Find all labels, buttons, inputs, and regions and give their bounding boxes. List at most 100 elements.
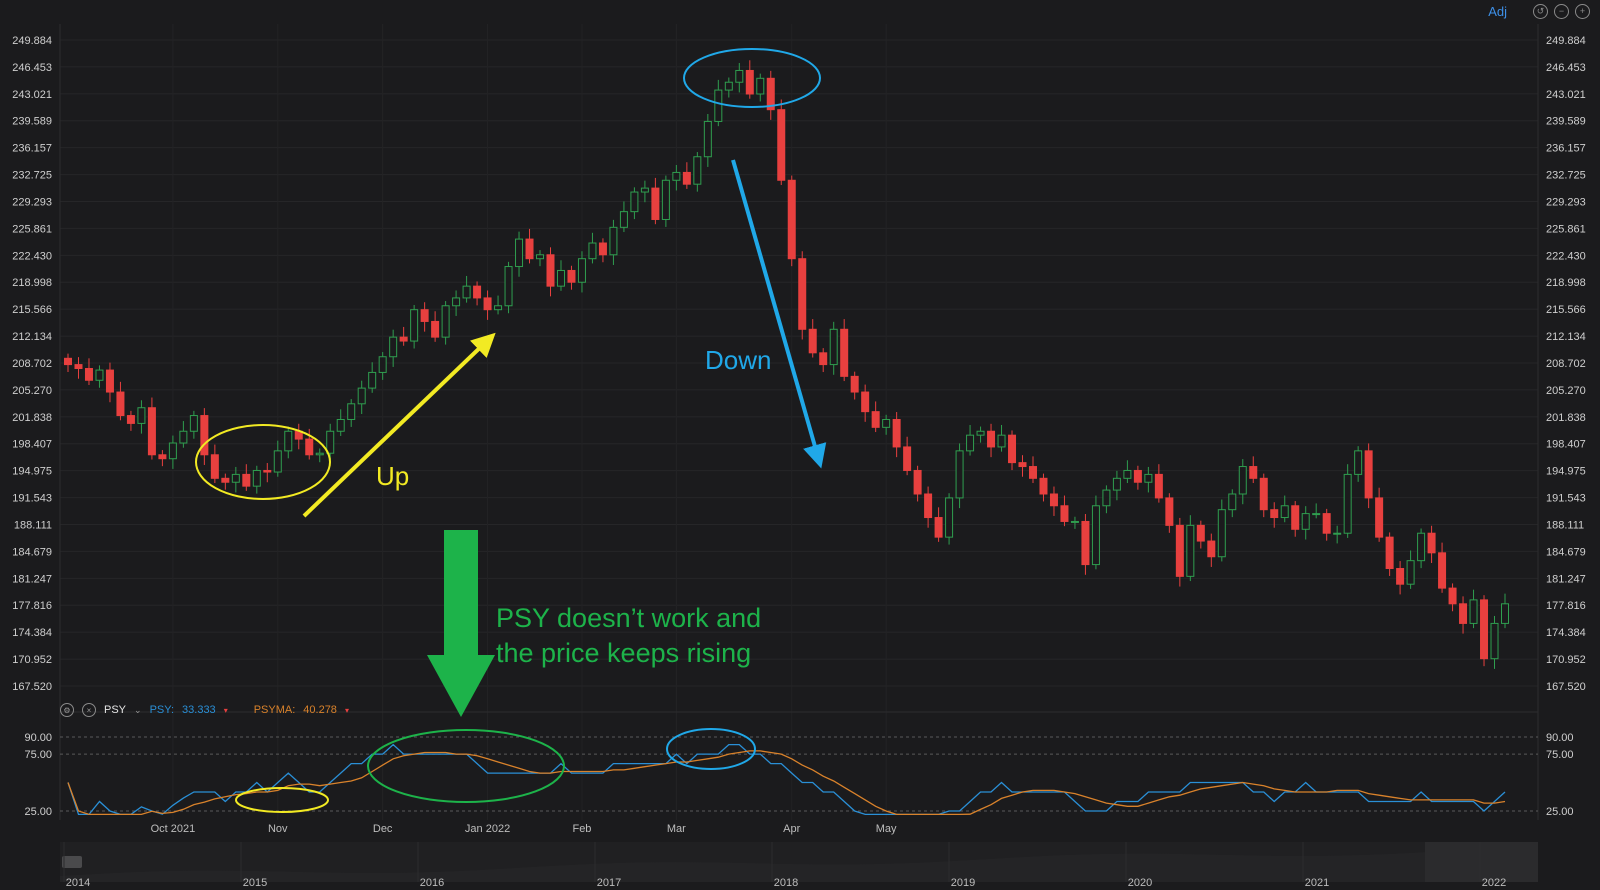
candle bbox=[263, 463, 272, 483]
candle bbox=[1490, 615, 1499, 669]
y-tick-label: 208.702 bbox=[1546, 358, 1586, 370]
y-tick-label: 212.134 bbox=[1546, 331, 1586, 343]
psy-note-line1: PSY doesn’t work and bbox=[496, 603, 761, 633]
candle bbox=[1501, 593, 1509, 629]
candle bbox=[546, 247, 555, 297]
candle bbox=[945, 493, 954, 545]
candle bbox=[231, 466, 240, 493]
chart-toolbar: Adj ↺ − + bbox=[1488, 4, 1590, 19]
candle bbox=[840, 319, 849, 382]
candle bbox=[252, 465, 261, 494]
navigator-year-label: 2018 bbox=[774, 877, 798, 889]
y-tick-label: 249.884 bbox=[12, 35, 52, 47]
candle bbox=[1238, 459, 1247, 505]
candle bbox=[1018, 455, 1027, 477]
yellow-circle-low bbox=[195, 424, 331, 500]
candle bbox=[273, 440, 282, 477]
y-tick-label: 181.247 bbox=[12, 573, 52, 585]
candle bbox=[1123, 460, 1132, 484]
candle bbox=[1427, 525, 1436, 564]
y-tick-label: 201.838 bbox=[12, 412, 52, 424]
candle bbox=[1364, 443, 1373, 509]
candle bbox=[1186, 515, 1195, 582]
candle bbox=[399, 326, 408, 346]
y-tick-label: 181.247 bbox=[1546, 573, 1586, 585]
candle bbox=[1049, 486, 1058, 516]
candle bbox=[1039, 473, 1048, 502]
adjust-toggle[interactable]: Adj bbox=[1488, 4, 1507, 19]
candle bbox=[1469, 589, 1478, 629]
psy-tick-label: 75.00 bbox=[24, 749, 52, 761]
candle bbox=[567, 265, 576, 290]
y-axis-left: 249.884 246.453 243.021 239.589 236.157 232.7… bbox=[12, 35, 52, 693]
settings-icon[interactable]: ⚙ bbox=[60, 703, 74, 717]
candle bbox=[347, 399, 356, 427]
y-tick-label: 205.270 bbox=[12, 385, 52, 397]
candle bbox=[661, 175, 670, 227]
candle bbox=[630, 187, 639, 220]
y-tick-label: 243.021 bbox=[1546, 89, 1586, 101]
candle bbox=[483, 290, 492, 320]
chevron-down-icon[interactable]: ⌄ bbox=[134, 704, 142, 715]
time-navigator[interactable]: 2014 2015 2016 2017 2018 2019 2020 2021 2022 bbox=[60, 842, 1538, 889]
green-down-arrow bbox=[427, 530, 495, 717]
y-tick-label: 184.679 bbox=[12, 546, 52, 558]
psy-tick-label: 25.00 bbox=[24, 806, 52, 818]
candle bbox=[210, 444, 219, 484]
candle bbox=[1333, 525, 1342, 544]
y-tick-label: 225.861 bbox=[1546, 223, 1586, 235]
candle bbox=[798, 251, 807, 340]
undo-icon[interactable]: ↺ bbox=[1533, 4, 1548, 19]
candle bbox=[1480, 595, 1489, 667]
candle bbox=[116, 381, 125, 421]
candle bbox=[64, 353, 72, 373]
annotation-layer: Up Down PSY doesn’t work and the price k… bbox=[195, 48, 827, 813]
x-tick-label: Mar bbox=[667, 823, 686, 835]
y-tick-label: 174.384 bbox=[1546, 627, 1586, 639]
y-tick-label: 246.453 bbox=[12, 62, 52, 74]
y-tick-label: 229.293 bbox=[12, 197, 52, 209]
candle bbox=[1354, 446, 1363, 482]
psy-note-line2: the price keeps rising bbox=[496, 638, 751, 668]
candle bbox=[105, 362, 114, 403]
navigator-year-label: 2021 bbox=[1305, 877, 1329, 889]
candle bbox=[431, 311, 440, 342]
candle bbox=[1228, 489, 1237, 518]
zoom-in-icon[interactable]: + bbox=[1575, 4, 1590, 19]
candle bbox=[452, 290, 461, 316]
candle bbox=[1154, 464, 1163, 503]
candle bbox=[724, 77, 733, 98]
close-icon[interactable]: × bbox=[82, 703, 96, 717]
navigator-area bbox=[60, 846, 1538, 882]
y-tick-label: 174.384 bbox=[12, 627, 52, 639]
candle bbox=[1091, 495, 1100, 570]
candle bbox=[1385, 532, 1394, 576]
psy-tick-label: 25.00 bbox=[1546, 806, 1574, 818]
down-label: Down bbox=[705, 345, 771, 375]
candle bbox=[1144, 466, 1153, 493]
y-tick-label: 239.589 bbox=[1546, 116, 1586, 128]
y-tick-label: 194.975 bbox=[12, 466, 52, 478]
candle bbox=[1207, 533, 1216, 567]
psy-tick-label: 90.00 bbox=[1546, 732, 1574, 744]
candle bbox=[1060, 495, 1069, 527]
candle bbox=[987, 423, 996, 458]
candle bbox=[619, 201, 628, 233]
candle bbox=[126, 410, 135, 431]
candle bbox=[315, 448, 324, 463]
candle bbox=[682, 162, 691, 189]
candle bbox=[1133, 465, 1142, 490]
y-tick-label: 222.430 bbox=[1546, 250, 1586, 262]
y-tick-label: 218.998 bbox=[12, 277, 52, 289]
candle bbox=[1217, 499, 1226, 562]
zoom-out-icon[interactable]: − bbox=[1554, 4, 1569, 19]
candle bbox=[368, 362, 377, 393]
candle bbox=[1343, 464, 1352, 538]
green-circle-psy bbox=[367, 729, 565, 803]
candle bbox=[95, 365, 104, 388]
indicator-name[interactable]: PSY bbox=[104, 704, 127, 716]
candle bbox=[924, 486, 933, 528]
candle bbox=[1459, 596, 1468, 634]
up-label: Up bbox=[376, 461, 409, 491]
